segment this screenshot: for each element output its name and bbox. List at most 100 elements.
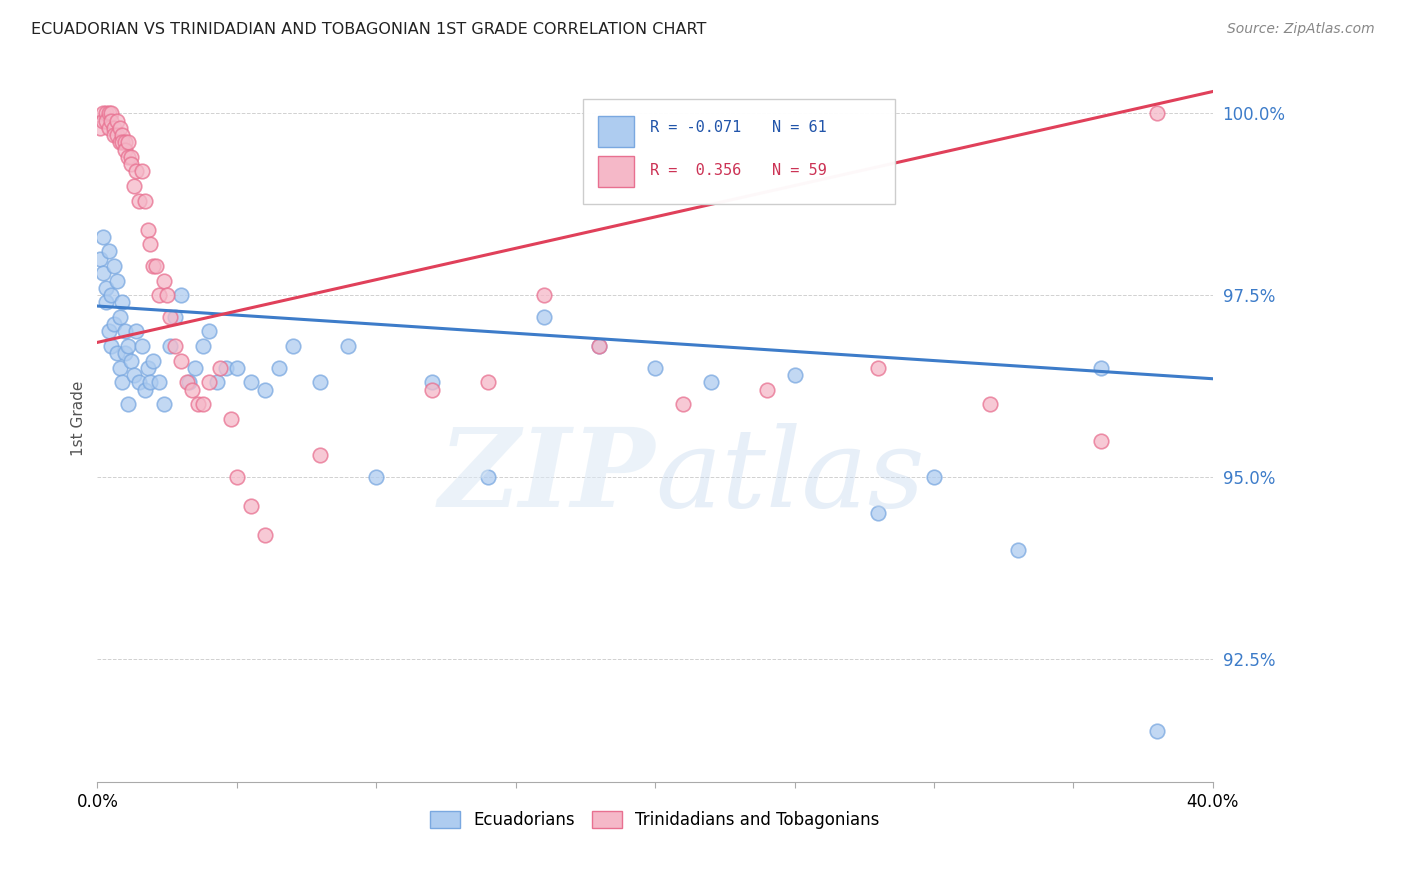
Point [111, 128, 134, 142]
Point [533, 310, 555, 324]
Point [117, 339, 139, 353]
Point [1090, 434, 1112, 448]
Point [142, 353, 165, 368]
FancyBboxPatch shape [598, 156, 634, 186]
Y-axis label: 1st Grade: 1st Grade [72, 381, 86, 457]
Point [134, 194, 156, 208]
Point [94, 281, 117, 295]
Text: ECUADORIAN VS TRINIDADIAN AND TOBAGONIAN 1ST GRADE CORRELATION CHART: ECUADORIAN VS TRINIDADIAN AND TOBAGONIAN… [31, 22, 706, 37]
Point [165, 339, 187, 353]
Point [148, 288, 170, 302]
Point [125, 164, 148, 178]
Point [120, 353, 142, 368]
Point [153, 397, 176, 411]
Point [105, 274, 128, 288]
Point [100, 288, 122, 302]
Point [108, 136, 131, 150]
Point [420, 376, 443, 390]
Point [179, 376, 201, 390]
Point [1007, 542, 1029, 557]
Point [267, 360, 290, 375]
Point [193, 397, 215, 411]
Point [94, 295, 117, 310]
Point [105, 113, 128, 128]
Point [922, 470, 945, 484]
Point [139, 237, 162, 252]
Point [420, 383, 443, 397]
Point [783, 368, 806, 383]
Point [100, 106, 122, 120]
Point [281, 339, 304, 353]
Point [153, 274, 176, 288]
Point [672, 397, 695, 411]
Point [131, 339, 153, 353]
Point [193, 339, 215, 353]
Point [170, 288, 193, 302]
Point [366, 470, 388, 484]
Point [117, 136, 139, 150]
Text: N = 61: N = 61 [772, 120, 827, 136]
Point [533, 288, 555, 302]
Point [198, 325, 221, 339]
Legend: Ecuadorians, Trinidadians and Tobagonians: Ecuadorians, Trinidadians and Tobagonian… [423, 805, 886, 836]
Text: N = 59: N = 59 [772, 162, 827, 178]
Point [114, 143, 136, 157]
Point [148, 376, 170, 390]
Point [122, 368, 145, 383]
Point [91, 106, 114, 120]
Point [108, 120, 131, 135]
Point [239, 376, 262, 390]
Point [128, 376, 150, 390]
Point [111, 295, 134, 310]
Point [145, 259, 167, 273]
Point [94, 113, 117, 128]
Point [114, 325, 136, 339]
Point [159, 339, 181, 353]
Point [700, 376, 723, 390]
Point [103, 128, 125, 142]
Point [111, 376, 134, 390]
Point [253, 383, 276, 397]
Point [105, 346, 128, 360]
Point [131, 164, 153, 178]
Point [187, 397, 209, 411]
Point [103, 317, 125, 331]
Point [136, 222, 159, 236]
Text: R = -0.071: R = -0.071 [650, 120, 741, 136]
Point [89, 120, 111, 135]
Point [337, 339, 360, 353]
Point [122, 179, 145, 194]
Point [165, 310, 187, 324]
Point [214, 360, 236, 375]
Point [97, 244, 120, 259]
Text: R =  0.356: R = 0.356 [650, 162, 741, 178]
Point [209, 360, 232, 375]
Point [94, 106, 117, 120]
Point [103, 259, 125, 273]
Point [100, 339, 122, 353]
Point [114, 136, 136, 150]
Point [103, 120, 125, 135]
Point [91, 230, 114, 244]
Point [184, 360, 207, 375]
Point [89, 252, 111, 266]
Point [97, 325, 120, 339]
Point [644, 360, 666, 375]
Point [117, 150, 139, 164]
Point [139, 376, 162, 390]
Point [91, 113, 114, 128]
Point [111, 136, 134, 150]
Point [1146, 106, 1168, 120]
Point [105, 128, 128, 142]
Point [588, 339, 610, 353]
Point [477, 470, 499, 484]
Point [91, 266, 114, 280]
Point [181, 383, 204, 397]
Point [134, 383, 156, 397]
Point [170, 353, 193, 368]
Point [253, 528, 276, 542]
Point [309, 448, 332, 462]
Point [1146, 724, 1168, 739]
Point [142, 259, 165, 273]
Point [125, 325, 148, 339]
